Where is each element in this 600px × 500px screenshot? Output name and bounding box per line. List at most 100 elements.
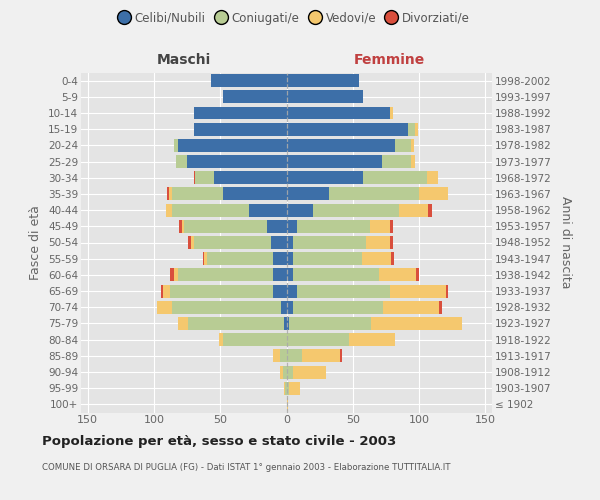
Bar <box>411 155 415 168</box>
Bar <box>287 382 289 394</box>
Bar <box>287 317 289 330</box>
Bar <box>167 188 169 200</box>
Bar <box>399 204 428 216</box>
Bar <box>364 172 427 184</box>
Bar <box>194 236 271 249</box>
Bar <box>390 106 392 120</box>
Bar <box>219 333 223 346</box>
Bar <box>287 122 409 136</box>
Bar <box>273 252 287 265</box>
Bar <box>382 155 411 168</box>
Bar <box>273 350 280 362</box>
Bar <box>172 301 281 314</box>
Bar <box>157 301 172 314</box>
Bar <box>287 155 382 168</box>
Bar <box>170 268 174 281</box>
Bar <box>280 366 283 378</box>
Bar <box>293 301 383 314</box>
Bar <box>188 236 191 249</box>
Bar <box>284 317 287 330</box>
Bar <box>285 382 287 394</box>
Bar <box>284 382 285 394</box>
Bar <box>349 333 395 346</box>
Bar <box>395 139 411 152</box>
Bar <box>287 268 293 281</box>
Bar <box>287 366 293 378</box>
Bar <box>293 366 326 378</box>
Bar <box>211 74 287 87</box>
Bar <box>281 301 287 314</box>
Bar <box>161 284 163 298</box>
Bar <box>174 139 178 152</box>
Y-axis label: Anni di nascita: Anni di nascita <box>559 196 572 288</box>
Bar <box>313 204 399 216</box>
Bar <box>416 268 419 281</box>
Bar <box>163 284 170 298</box>
Legend: Celibi/Nubili, Coniugati/e, Vedovi/e, Divorziati/e: Celibi/Nubili, Coniugati/e, Vedovi/e, Di… <box>115 8 473 28</box>
Bar <box>287 172 364 184</box>
Bar <box>287 204 313 216</box>
Bar <box>289 317 371 330</box>
Bar <box>297 220 370 233</box>
Bar <box>287 106 390 120</box>
Bar <box>383 301 439 314</box>
Bar <box>178 317 188 330</box>
Bar <box>302 350 340 362</box>
Bar <box>188 317 284 330</box>
Bar <box>184 220 266 233</box>
Bar <box>194 122 287 136</box>
Bar <box>446 284 448 298</box>
Y-axis label: Fasce di età: Fasce di età <box>29 205 43 280</box>
Bar <box>194 172 195 184</box>
Bar <box>366 236 390 249</box>
Bar <box>329 188 419 200</box>
Bar <box>280 350 287 362</box>
Bar <box>287 301 293 314</box>
Bar <box>391 252 394 265</box>
Bar <box>287 333 349 346</box>
Bar <box>172 204 250 216</box>
Bar <box>179 220 182 233</box>
Bar <box>287 284 297 298</box>
Bar <box>293 252 362 265</box>
Bar <box>287 188 329 200</box>
Bar <box>415 122 418 136</box>
Bar <box>176 155 187 168</box>
Bar <box>439 301 442 314</box>
Bar <box>411 139 414 152</box>
Bar <box>273 284 287 298</box>
Bar <box>287 74 359 87</box>
Text: COMUNE DI ORSARA DI PUGLIA (FG) - Dati ISTAT 1° gennaio 2003 - Elaborazione TUTT: COMUNE DI ORSARA DI PUGLIA (FG) - Dati I… <box>42 462 451 471</box>
Bar <box>266 220 287 233</box>
Text: Popolazione per età, sesso e stato civile - 2003: Popolazione per età, sesso e stato civil… <box>42 435 396 448</box>
Bar <box>178 268 273 281</box>
Bar <box>390 284 446 298</box>
Bar <box>223 90 287 104</box>
Bar <box>187 155 287 168</box>
Bar <box>223 188 287 200</box>
Bar <box>191 236 194 249</box>
Bar <box>287 139 395 152</box>
Bar <box>203 252 205 265</box>
Bar <box>371 317 461 330</box>
Bar <box>250 204 287 216</box>
Bar <box>287 90 364 104</box>
Text: Femmine: Femmine <box>353 54 425 68</box>
Bar <box>293 236 366 249</box>
Bar <box>283 366 287 378</box>
Bar <box>289 382 300 394</box>
Bar <box>174 268 178 281</box>
Bar <box>214 172 287 184</box>
Bar <box>362 252 391 265</box>
Bar <box>287 220 297 233</box>
Bar <box>390 220 392 233</box>
Bar <box>172 188 223 200</box>
Bar <box>370 220 390 233</box>
Bar <box>293 268 379 281</box>
Bar <box>194 106 287 120</box>
Bar <box>287 236 293 249</box>
Bar <box>427 172 437 184</box>
Bar <box>169 188 172 200</box>
Bar <box>287 252 293 265</box>
Bar <box>166 204 172 216</box>
